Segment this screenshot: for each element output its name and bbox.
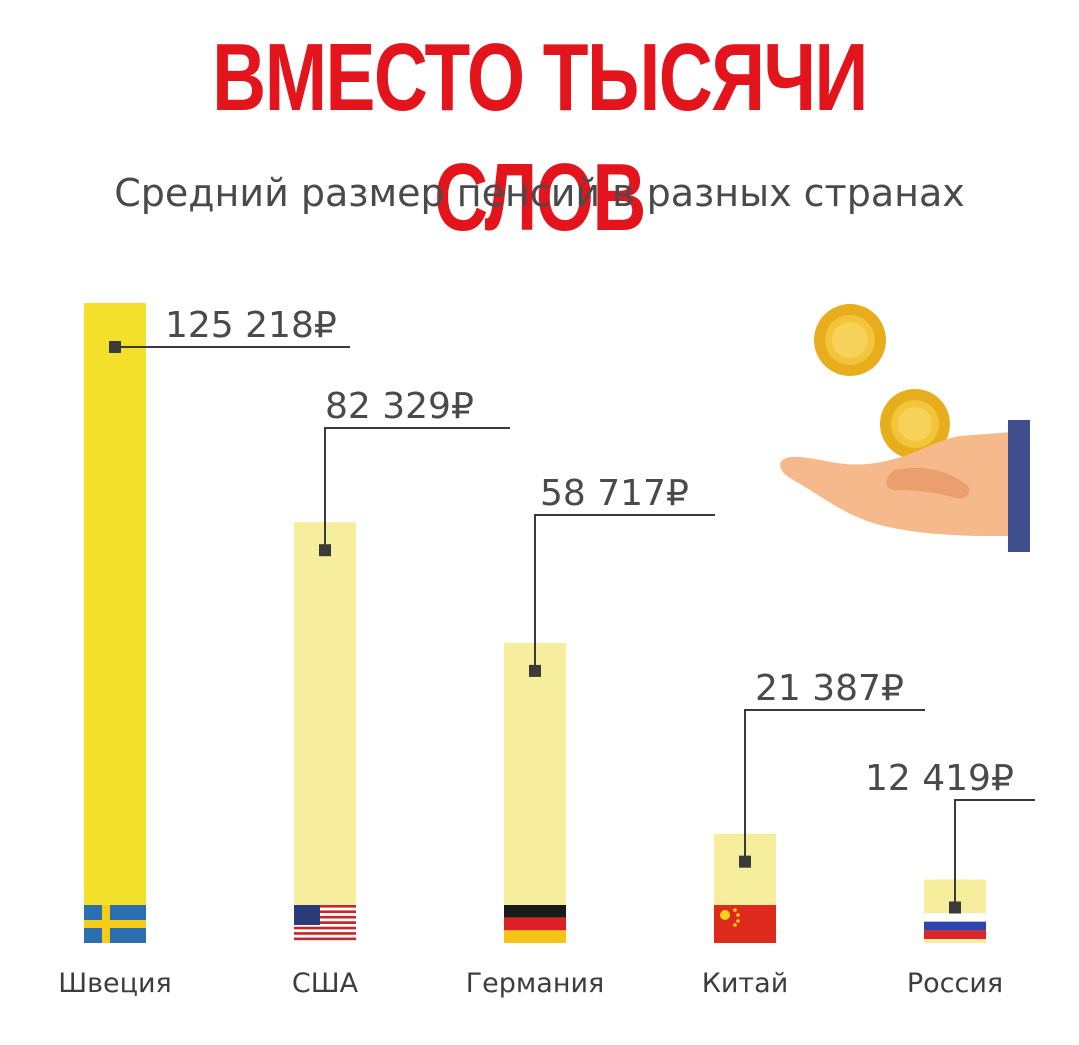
value-label: 21 387₽: [755, 668, 904, 709]
leader-line: [534, 514, 715, 671]
china-flag: [714, 905, 776, 943]
value-label: 82 329₽: [325, 386, 474, 427]
bar-США: [294, 522, 356, 943]
value-label: 12 419₽: [865, 758, 1014, 799]
coin-icon: [814, 304, 886, 376]
sweden-flag: [84, 905, 146, 943]
category-label: Россия: [907, 968, 1003, 999]
category-label: Германия: [466, 968, 605, 999]
value-label: 58 717₽: [540, 473, 689, 514]
chart-title: Средний размер пенсий в разных странах: [114, 171, 965, 215]
leader-line: [954, 799, 1035, 908]
russia-flag: [923, 912, 987, 939]
value-label: 125 218₽: [165, 305, 337, 346]
headline: ВМЕСТО ТЫСЯЧИ СЛОВ: [212, 24, 868, 251]
bar-Германия: [504, 642, 566, 943]
usa-flag: [294, 905, 356, 943]
coins-in-hand-illustration: [780, 304, 1030, 552]
leaders-layer: [109, 341, 1035, 914]
category-label: Китай: [702, 968, 789, 999]
labels-layer: 125 218₽ Швеция 82 329₽ США 58 717₽ Германия 2…: [58, 305, 1014, 999]
category-label: Швеция: [58, 968, 172, 999]
coin-icon: [880, 389, 950, 459]
leader-line: [744, 709, 925, 862]
flags-layer: [84, 905, 987, 943]
category-label: США: [292, 968, 359, 999]
germany-flag: [504, 905, 566, 943]
bar-Швеция: [84, 303, 146, 943]
leader-line: [324, 427, 510, 551]
hand-icon: [780, 420, 1030, 552]
